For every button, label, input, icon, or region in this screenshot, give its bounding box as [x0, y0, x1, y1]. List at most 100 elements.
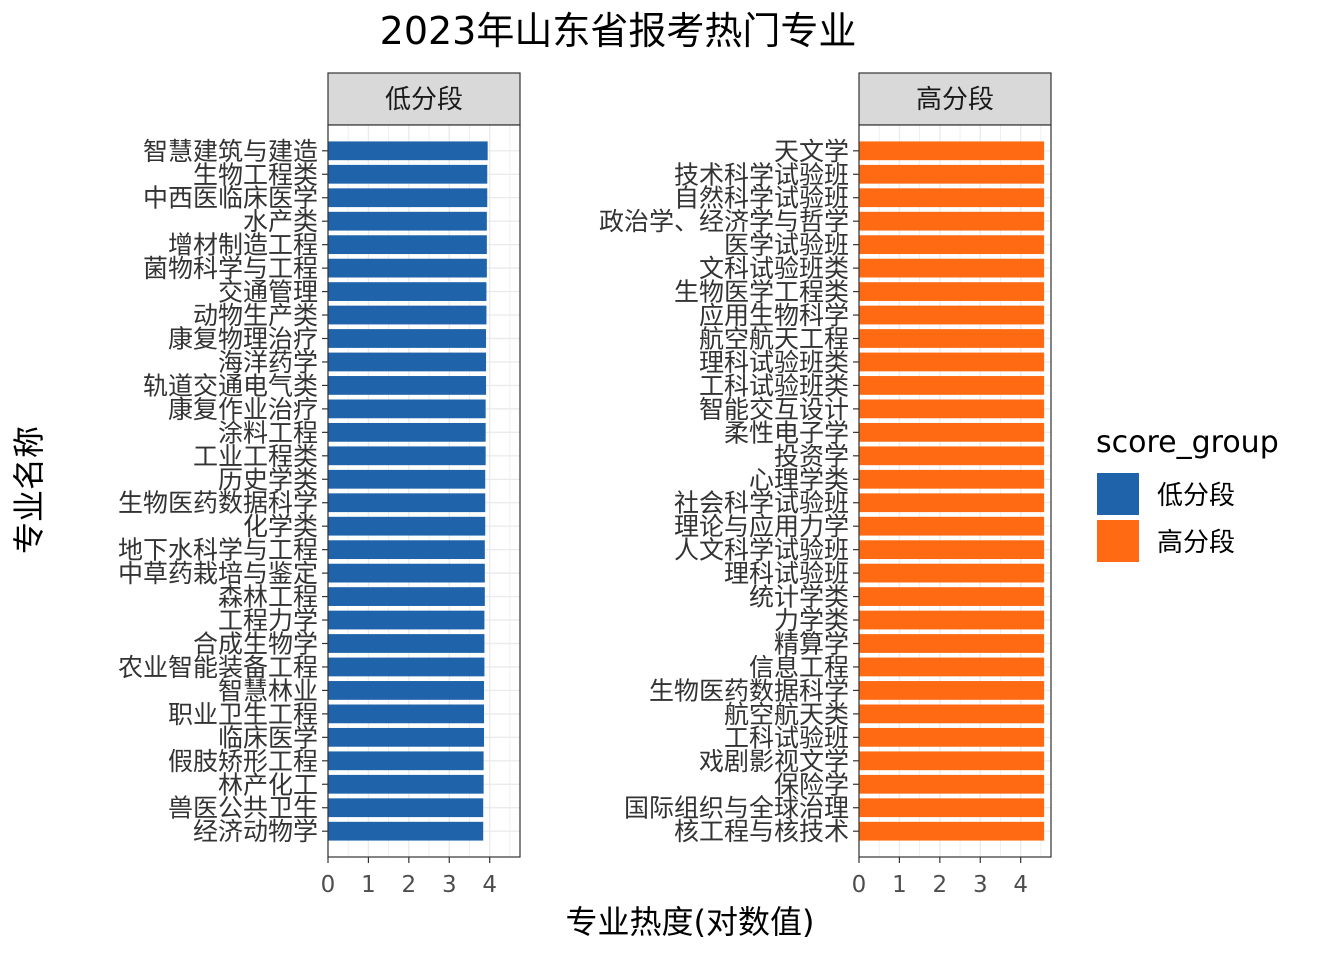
bar	[328, 821, 484, 841]
y-tick-label: 临床医学	[218, 723, 318, 752]
bar	[328, 540, 485, 560]
y-tick-label: 地下水科学与工程	[118, 536, 318, 565]
x-tick-label: 2	[402, 872, 417, 898]
bar	[328, 610, 485, 630]
y-tick-label: 兽医公共卫生	[168, 794, 318, 823]
bar	[328, 211, 487, 231]
y-tick-label: 海洋药学	[218, 348, 318, 377]
x-tick-label: 0	[321, 872, 336, 898]
bar	[328, 399, 486, 419]
panel-background-high	[859, 125, 1051, 857]
legend-title: score_group	[1096, 425, 1279, 460]
y-tick-label: 历史学类	[218, 465, 318, 494]
y-labels-low: 智慧建筑与建造生物工程类中西医临床医学水产类增材制造工程菌物科学与工程交通管理动…	[118, 137, 328, 846]
bar	[859, 399, 1045, 419]
facet-strip-label-low: 低分段	[385, 85, 463, 115]
bar	[859, 774, 1045, 794]
x-tick-label: 4	[482, 872, 497, 898]
y-tick-label: 投资学	[774, 442, 849, 471]
bar	[328, 657, 485, 677]
y-tick-label: 生物医药数据科学	[649, 676, 849, 705]
bar	[328, 352, 487, 372]
legend-label-low: 低分段	[1157, 481, 1235, 511]
bar	[859, 540, 1045, 560]
x-tick-label: 3	[442, 872, 457, 898]
y-tick-label: 心理学类	[749, 465, 849, 494]
bar	[859, 634, 1045, 653]
bar	[859, 235, 1045, 255]
y-tick-label: 医学试验班	[724, 231, 849, 260]
legend-label-high: 高分段	[1157, 528, 1235, 558]
bar	[859, 422, 1045, 442]
panel-high-score: 高分段 天文学技术科学试验班自然科学试验班政治学、经济学与哲学医学试验班文科试验…	[599, 72, 1052, 898]
bar	[328, 587, 485, 606]
y-tick-label: 政治学、经济学与哲学	[599, 207, 849, 236]
y-tick-label: 理科试验班类	[699, 348, 849, 377]
bar	[328, 164, 488, 184]
bar	[328, 235, 487, 255]
x-tick-label: 2	[933, 872, 948, 898]
bar	[328, 376, 487, 395]
bar	[328, 188, 488, 208]
bar	[859, 305, 1045, 325]
bar	[328, 141, 488, 161]
bars-high	[859, 141, 1045, 841]
y-tick-label: 林产化工	[218, 770, 318, 799]
bar	[859, 610, 1045, 630]
bar	[328, 258, 487, 278]
bar	[328, 563, 485, 583]
bar	[859, 211, 1045, 231]
bar	[859, 657, 1045, 677]
y-labels-high: 天文学技术科学试验班自然科学试验班政治学、经济学与哲学医学试验班文科试验班类生物…	[599, 137, 859, 846]
y-tick-label: 智能交互设计	[699, 395, 849, 424]
x-tick-label: 1	[361, 872, 376, 898]
bar	[859, 188, 1045, 208]
y-tick-label: 中草药栽培与鉴定	[118, 559, 318, 588]
bar	[328, 704, 485, 724]
bar	[328, 634, 485, 653]
bar	[328, 422, 486, 442]
bar	[859, 821, 1045, 841]
y-tick-label: 经济动物学	[193, 817, 318, 846]
bar	[328, 305, 487, 325]
y-tick-label: 理论与应用力学	[674, 512, 849, 541]
y-tick-label: 农业智能装备工程	[118, 653, 318, 682]
y-tick-label: 精算学	[774, 630, 849, 659]
bar	[859, 376, 1045, 395]
panel-border-low	[327, 124, 521, 858]
x-axis-title: 专业热度(对数值)	[566, 903, 815, 941]
y-tick-label: 文科试验班类	[699, 254, 849, 283]
y-tick-label: 动物生产类	[193, 301, 318, 330]
x-tick-label: 1	[892, 872, 907, 898]
y-tick-label: 航空航天工程	[699, 325, 849, 354]
bar	[328, 329, 487, 348]
panel-border-high	[858, 124, 1052, 858]
bar	[328, 493, 486, 513]
x-tick-label: 4	[1013, 872, 1028, 898]
legend-key-high	[1097, 520, 1139, 562]
bar	[859, 516, 1045, 536]
y-tick-label: 合成生物学	[193, 630, 318, 659]
chart-title: 2023年山东省报考热门专业	[380, 9, 857, 53]
y-tick-label: 天文学	[774, 137, 849, 166]
bar	[859, 798, 1045, 818]
legend: score_group 低分段 高分段	[1096, 425, 1279, 562]
y-tick-label: 生物医药数据科学	[118, 489, 318, 518]
y-tick-label: 航空航天类	[724, 700, 849, 729]
y-axis-title: 专业名称	[10, 426, 48, 554]
bar	[859, 446, 1045, 466]
y-tick-label: 工科试验班类	[699, 371, 849, 400]
bar	[859, 704, 1045, 724]
y-tick-label: 国际组织与全球治理	[624, 794, 849, 823]
y-tick-label: 涂料工程	[218, 418, 318, 447]
x-tick-label: 0	[852, 872, 867, 898]
panel-background-low	[328, 125, 520, 857]
y-tick-label: 工程力学	[218, 606, 318, 635]
bar	[328, 798, 484, 818]
y-tick-label: 智慧建筑与建造	[143, 137, 318, 166]
y-tick-label: 菌物科学与工程	[143, 254, 318, 283]
bar	[859, 258, 1045, 278]
facet-strip-label-high: 高分段	[916, 85, 994, 115]
